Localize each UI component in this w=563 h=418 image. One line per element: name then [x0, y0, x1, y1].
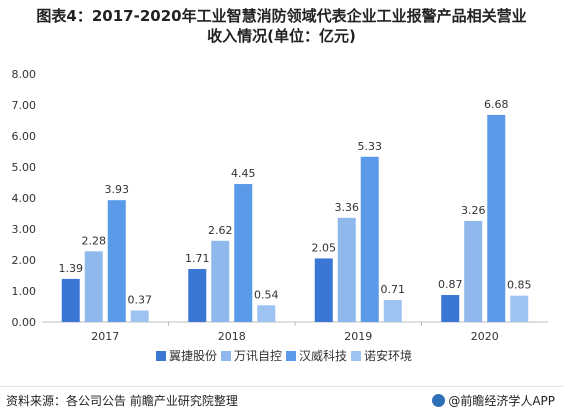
bar-2019-诺安环境: [383, 299, 402, 322]
bar-2020-翼捷股份: [441, 295, 460, 322]
legend-label: 诺安环境: [364, 348, 412, 363]
y-tick-label: 2.00: [12, 254, 37, 267]
footer: 资料来源：各公司公告 前瞻产业研究院整理 @前瞻经济学人APP: [0, 392, 563, 418]
y-tick-label: 7.00: [12, 99, 37, 112]
chart-title-line2: 收入情况(单位：亿元): [207, 27, 356, 45]
brand-logo-icon: [432, 394, 446, 407]
y-tick-label: 8.00: [12, 68, 37, 81]
chart-title: 图表4：2017-2020年工业智慧消防领域代表企业工业报警产品相关营业 收入情…: [0, 6, 563, 46]
data-label: 0.71: [381, 283, 406, 296]
legend-label: 汉威科技: [299, 349, 347, 363]
data-label: 0.54: [254, 288, 279, 301]
data-label: 3.93: [105, 183, 130, 196]
data-label: 0.37: [128, 294, 153, 307]
x-tick-label: 2020: [471, 330, 499, 343]
y-tick-label: 5.00: [12, 161, 37, 174]
bar-2019-万讯自控: [337, 217, 356, 322]
bar-chart: 0.00 1.00 2.00 3.00 4.00 5.00 6.00 7.00 8.00 2017…: [12, 68, 548, 363]
bar-2017-万讯自控: [84, 251, 103, 322]
chart-title-line1: 图表4：2017-2020年工业智慧消防领域代表企业工业报警产品相关营业: [36, 7, 527, 25]
bar-2020-万讯自控: [464, 220, 483, 322]
bar-2019-汉威科技: [360, 156, 379, 322]
data-label: 2.05: [312, 241, 337, 254]
data-label: 3.36: [335, 201, 360, 214]
bar-2018-汉威科技: [234, 184, 253, 322]
y-tick-label: 0.00: [12, 316, 37, 329]
chart-bars: 1.39 1.71 2.05 0.87 2.28 2.62 3.36 3.26 3.93 4.45…: [59, 98, 532, 322]
y-tick-label: 6.00: [12, 130, 37, 143]
brand-text: @前瞻经济学人APP: [448, 394, 555, 408]
legend-swatch: [286, 351, 296, 361]
bar-2020-汉威科技: [487, 114, 506, 322]
footer-divider: [0, 386, 563, 387]
chart-legend: 翼捷股份 万讯自控 汉威科技 诺安环境: [156, 348, 412, 363]
bar-2017-汉威科技: [107, 200, 126, 322]
y-tick-label: 4.00: [12, 192, 37, 205]
x-tick-label: 2017: [91, 330, 119, 343]
y-tick-label: 1.00: [12, 285, 37, 298]
source-note: 资料来源：各公司公告 前瞻产业研究院整理: [6, 394, 238, 408]
brand-mark: @前瞻经济学人APP: [432, 392, 555, 409]
x-tick-label: 2019: [344, 330, 372, 343]
legend-swatch: [221, 351, 231, 361]
data-label: 0.87: [438, 278, 463, 291]
data-label: 5.33: [358, 140, 383, 153]
legend-label: 翼捷股份: [169, 349, 217, 363]
legend-swatch: [156, 351, 166, 361]
data-label: 3.26: [461, 204, 486, 217]
bar-2019-翼捷股份: [314, 258, 333, 322]
data-label: 1.71: [185, 252, 210, 265]
y-tick-label: 3.00: [12, 223, 37, 236]
bar-2018-诺安环境: [257, 305, 276, 322]
chart-axes: 0.00 1.00 2.00 3.00 4.00 5.00 6.00 7.00 8.00 2017…: [12, 68, 548, 343]
data-label: 0.85: [507, 279, 532, 292]
data-label: 2.62: [208, 224, 233, 237]
x-tick-label: 2018: [218, 330, 246, 343]
legend-label: 万讯自控: [234, 349, 282, 363]
data-label: 2.28: [82, 234, 107, 247]
bar-2020-诺安环境: [510, 295, 529, 322]
bar-2018-万讯自控: [211, 240, 230, 322]
bar-2018-翼捷股份: [188, 268, 207, 322]
data-label: 4.45: [231, 167, 256, 180]
bar-2017-翼捷股份: [61, 278, 80, 322]
legend-swatch: [351, 351, 361, 361]
data-label: 6.68: [484, 98, 509, 111]
bar-2017-诺安环境: [130, 310, 149, 322]
data-label: 1.39: [59, 262, 84, 275]
